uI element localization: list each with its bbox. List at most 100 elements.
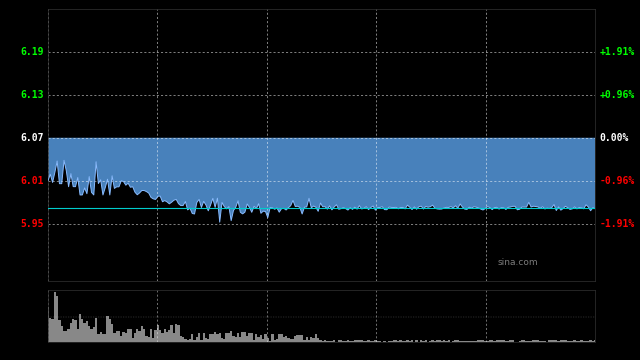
Bar — [97, 334, 99, 342]
Bar — [338, 340, 340, 342]
Text: -0.96%: -0.96% — [600, 176, 635, 186]
Bar — [305, 337, 308, 342]
Bar — [232, 337, 235, 342]
Bar — [589, 341, 592, 342]
Bar — [438, 340, 441, 342]
Bar — [182, 337, 184, 342]
Bar — [58, 320, 61, 342]
Bar — [422, 341, 424, 342]
Bar — [273, 340, 276, 342]
Bar — [392, 341, 395, 342]
Bar — [180, 336, 182, 342]
Bar — [349, 341, 351, 342]
Bar — [569, 341, 571, 342]
Bar — [72, 319, 74, 342]
Bar — [214, 332, 216, 342]
Bar — [209, 334, 212, 342]
Bar — [269, 341, 271, 342]
Bar — [484, 341, 486, 342]
Bar — [168, 330, 170, 342]
Bar — [122, 332, 125, 342]
Bar — [454, 340, 457, 342]
Bar — [170, 325, 173, 342]
Bar — [113, 333, 116, 342]
Bar — [532, 340, 534, 342]
Bar — [525, 341, 527, 342]
Bar — [152, 338, 154, 342]
Bar — [374, 340, 376, 342]
Bar — [200, 340, 202, 342]
Bar — [127, 329, 129, 342]
Bar — [255, 334, 257, 342]
Bar — [379, 341, 381, 342]
Bar — [276, 339, 278, 342]
Bar — [157, 325, 159, 342]
Bar — [470, 341, 473, 342]
Bar — [555, 340, 557, 342]
Bar — [164, 329, 166, 342]
Bar — [159, 330, 161, 342]
Bar — [473, 341, 475, 342]
Text: 6.01: 6.01 — [20, 176, 44, 186]
Bar — [51, 319, 54, 342]
Bar — [491, 341, 493, 342]
Bar — [592, 341, 594, 342]
Bar — [102, 334, 104, 342]
Bar — [505, 341, 507, 342]
Bar — [562, 340, 564, 342]
Bar — [317, 338, 319, 342]
Bar — [431, 340, 434, 342]
Bar — [202, 333, 205, 342]
Bar — [358, 340, 360, 342]
Bar — [109, 319, 111, 342]
Bar — [111, 324, 113, 342]
Bar — [125, 333, 127, 342]
Bar — [333, 340, 335, 342]
Bar — [415, 340, 418, 342]
Bar — [88, 325, 90, 342]
Bar — [198, 333, 200, 342]
Bar — [104, 334, 106, 342]
Bar — [507, 341, 509, 342]
Bar — [257, 337, 260, 342]
Bar — [61, 326, 63, 342]
Bar — [502, 340, 505, 342]
Bar — [292, 338, 294, 342]
Text: 6.07: 6.07 — [20, 133, 44, 143]
Bar — [106, 316, 109, 342]
Bar — [303, 340, 305, 342]
Bar — [537, 340, 539, 342]
Bar — [521, 340, 523, 342]
Bar — [326, 341, 328, 342]
Bar — [132, 338, 134, 342]
Bar — [189, 339, 191, 342]
Text: -1.91%: -1.91% — [600, 219, 635, 229]
Bar — [54, 292, 56, 342]
Bar — [99, 332, 102, 342]
Bar — [424, 340, 427, 342]
Bar — [74, 320, 77, 342]
Bar — [83, 323, 86, 342]
Bar — [447, 340, 450, 342]
Bar — [294, 336, 296, 342]
Bar — [360, 340, 363, 342]
Bar — [90, 329, 93, 342]
Bar — [150, 329, 152, 342]
Bar — [347, 340, 349, 342]
Bar — [262, 339, 264, 342]
Bar — [560, 340, 562, 342]
Bar — [571, 341, 573, 342]
Bar — [228, 333, 230, 342]
Bar — [550, 340, 553, 342]
Bar — [498, 340, 500, 342]
Bar — [129, 329, 132, 342]
Bar — [81, 319, 83, 342]
Bar — [482, 340, 484, 342]
Bar — [477, 340, 479, 342]
Bar — [530, 341, 532, 342]
Bar — [397, 341, 399, 342]
Bar — [548, 340, 550, 342]
Bar — [351, 341, 354, 342]
Bar — [370, 341, 372, 342]
Bar — [573, 340, 576, 342]
